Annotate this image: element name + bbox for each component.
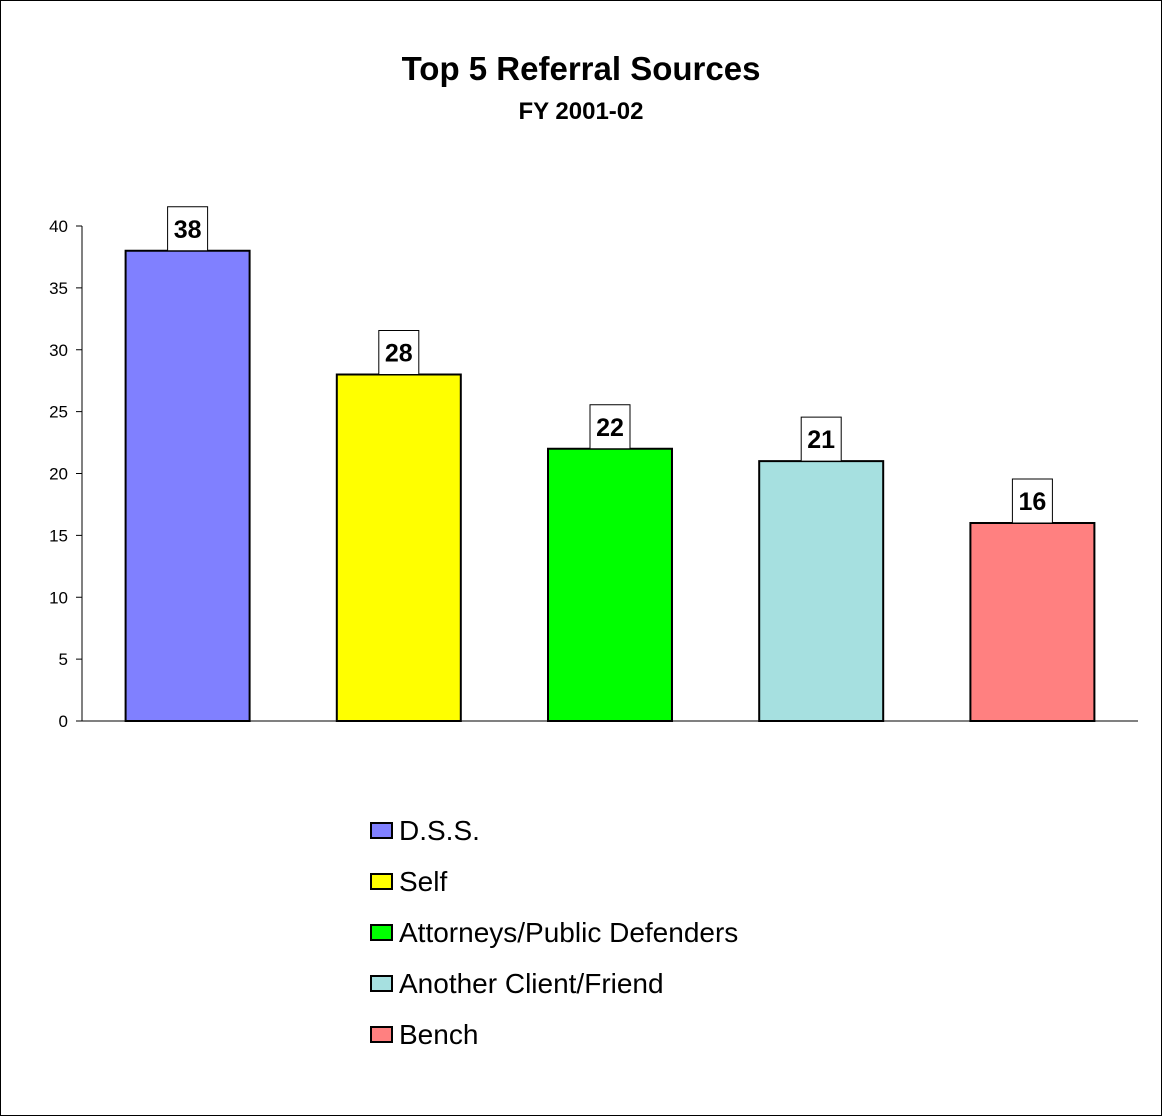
legend-label: D.S.S. — [399, 814, 480, 846]
legend-item: Bench — [370, 1009, 738, 1060]
legend-item: Another Client/Friend — [370, 958, 738, 1009]
y-tick-label: 5 — [59, 650, 68, 669]
y-tick-label: 10 — [49, 588, 68, 607]
chart-title: Top 5 Referral Sources — [401, 50, 761, 87]
legend-swatch — [370, 975, 393, 992]
data-label: 28 — [385, 340, 413, 368]
legend-swatch — [370, 1026, 393, 1043]
legend-label: Attorneys/Public Defenders — [399, 916, 739, 948]
legend-item: Attorneys/Public Defenders — [370, 907, 738, 958]
bar-4 — [758, 460, 885, 722]
y-tick-label: 25 — [49, 403, 68, 422]
legend-label: Bench — [399, 1018, 479, 1050]
y-tick-label: 35 — [49, 279, 68, 298]
legend-swatch — [370, 873, 393, 890]
legend-item: D.S.S. — [370, 805, 738, 856]
data-label-box — [378, 330, 420, 375]
y-tick-label: 30 — [49, 341, 68, 360]
legend-label: Self — [399, 865, 448, 897]
bar-3 — [547, 447, 673, 722]
chart-subtitle: FY 2001-02 — [518, 98, 644, 125]
data-label: 16 — [1018, 488, 1046, 516]
legend-item: Self — [370, 856, 738, 907]
data-label-box — [167, 206, 209, 252]
data-label-box — [589, 404, 631, 450]
data-label-box — [1011, 478, 1053, 524]
y-tick-label: 40 — [49, 217, 68, 236]
legend-label: Another Client/Friend — [399, 967, 664, 999]
bar-5 — [969, 522, 1096, 722]
data-label: 22 — [596, 414, 624, 442]
legend: D.S.S. Self Attorneys/Public Defenders Anot… — [370, 805, 738, 1060]
data-label-box — [800, 416, 842, 462]
data-label: 38 — [174, 216, 202, 244]
y-tick-label: 15 — [49, 526, 68, 545]
legend-swatch — [370, 924, 393, 941]
bar-2 — [335, 373, 462, 722]
data-label: 21 — [807, 426, 835, 454]
y-tick-label: 0 — [59, 712, 68, 731]
y-tick-label: 20 — [49, 465, 68, 484]
legend-swatch — [370, 822, 393, 839]
bar-1 — [124, 249, 251, 722]
